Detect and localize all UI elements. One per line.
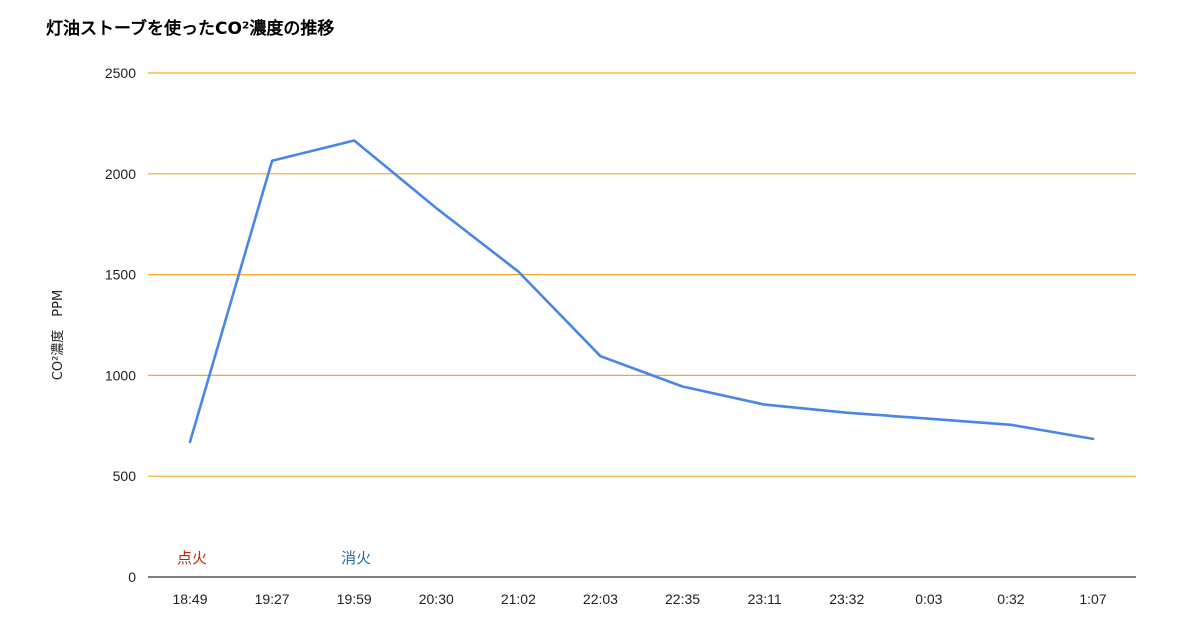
gridlines [148,72,1136,477]
x-tick-label: 21:02 [501,591,536,607]
y-tick-label: 1500 [105,267,136,283]
annotations: 点火 消火 [177,549,371,567]
x-tick-label: 22:03 [583,591,618,607]
annotation-label: 消火 [341,549,371,567]
x-tick-label: 18:49 [172,591,207,607]
y-tick-label: 1000 [105,367,136,383]
x-tick-label: 1:07 [1079,591,1106,607]
y-tick-label: 2000 [105,166,136,182]
x-tick-label: 23:11 [748,591,782,607]
y-tick-label: 0 [128,569,136,585]
x-tick-label: 0:32 [997,591,1024,607]
annotation-label: 点火 [177,549,207,567]
x-axis-ticks: 18:49 19:27 19:59 20:30 21:02 22:03 22:35 23:11… [172,591,1106,607]
y-axis-label: CO²濃度 PPM [50,290,66,380]
x-tick-label: 20:30 [419,591,454,607]
series-line [188,139,1095,444]
chart-title: 灯油ストーブを使ったCO²濃度の推移 [46,19,335,39]
x-tick-label: 0:03 [915,591,942,607]
x-tick-label: 19:27 [255,591,290,607]
x-tick-label: 19:59 [337,591,372,607]
y-tick-label: 500 [113,468,137,484]
x-tick-label: 22:35 [665,591,700,607]
y-axis-ticks: 0 500 1000 1500 2000 2500 [105,65,136,585]
series-layer [188,139,1095,444]
x-tick-label: 23:32 [829,591,864,607]
y-tick-label: 2500 [105,65,136,81]
